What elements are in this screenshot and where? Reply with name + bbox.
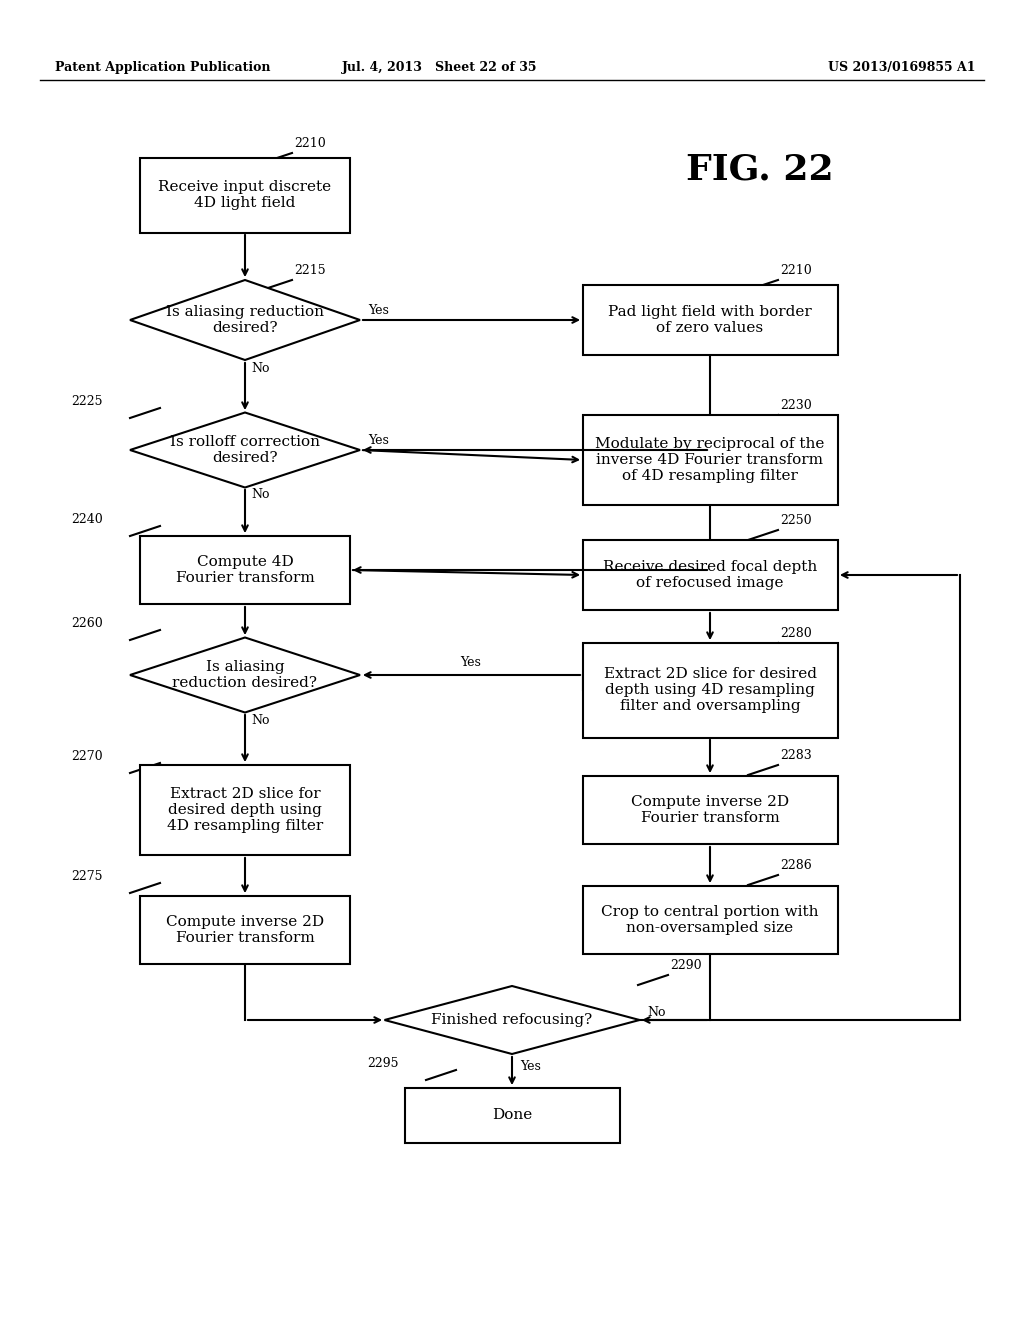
Text: 2290: 2290 [670, 960, 701, 972]
Text: 2280: 2280 [780, 627, 812, 640]
Text: No: No [647, 1006, 666, 1019]
FancyBboxPatch shape [583, 776, 838, 843]
Text: Receive desired focal depth
of refocused image: Receive desired focal depth of refocused… [603, 560, 817, 590]
Text: Crop to central portion with
non-oversampled size: Crop to central portion with non-oversam… [601, 906, 819, 935]
Text: Patent Application Publication: Patent Application Publication [55, 62, 270, 74]
Text: 2283: 2283 [780, 748, 812, 762]
Text: 2215: 2215 [294, 264, 326, 277]
Text: 2240: 2240 [72, 513, 103, 525]
Text: Is aliasing
reduction desired?: Is aliasing reduction desired? [172, 660, 317, 690]
Text: Pad light field with border
of zero values: Pad light field with border of zero valu… [608, 305, 812, 335]
FancyBboxPatch shape [583, 886, 838, 954]
Text: US 2013/0169855 A1: US 2013/0169855 A1 [827, 62, 975, 74]
FancyBboxPatch shape [583, 285, 838, 355]
Polygon shape [384, 986, 640, 1053]
Text: Yes: Yes [368, 433, 389, 446]
Text: 2286: 2286 [780, 859, 812, 873]
Text: Yes: Yes [520, 1060, 541, 1072]
Text: No: No [251, 488, 269, 502]
Text: Jul. 4, 2013   Sheet 22 of 35: Jul. 4, 2013 Sheet 22 of 35 [342, 62, 538, 74]
Text: Modulate by reciprocal of the
inverse 4D Fourier transform
of 4D resampling filt: Modulate by reciprocal of the inverse 4D… [595, 437, 824, 483]
FancyBboxPatch shape [583, 540, 838, 610]
FancyBboxPatch shape [583, 414, 838, 506]
Text: FIG. 22: FIG. 22 [686, 153, 834, 187]
Text: 2275: 2275 [72, 870, 103, 883]
Text: 2270: 2270 [72, 750, 103, 763]
FancyBboxPatch shape [404, 1088, 620, 1143]
Text: 2210: 2210 [780, 264, 812, 277]
Text: Extract 2D slice for
desired depth using
4D resampling filter: Extract 2D slice for desired depth using… [167, 787, 324, 833]
FancyBboxPatch shape [140, 766, 350, 855]
Text: Compute inverse 2D
Fourier transform: Compute inverse 2D Fourier transform [631, 795, 790, 825]
Text: No: No [251, 714, 269, 726]
Text: Finished refocusing?: Finished refocusing? [431, 1012, 593, 1027]
Text: Extract 2D slice for desired
depth using 4D resampling
filter and oversampling: Extract 2D slice for desired depth using… [603, 667, 816, 713]
Text: Done: Done [492, 1107, 532, 1122]
Text: Receive input discrete
4D light field: Receive input discrete 4D light field [159, 180, 332, 210]
Text: 2230: 2230 [780, 399, 812, 412]
Text: 2295: 2295 [368, 1057, 399, 1071]
FancyBboxPatch shape [583, 643, 838, 738]
FancyBboxPatch shape [140, 896, 350, 964]
Text: Is aliasing reduction
desired?: Is aliasing reduction desired? [166, 305, 324, 335]
Text: Compute 4D
Fourier transform: Compute 4D Fourier transform [176, 554, 314, 585]
Text: Is rolloff correction
desired?: Is rolloff correction desired? [170, 434, 319, 465]
Text: 2225: 2225 [72, 395, 103, 408]
Text: Yes: Yes [368, 304, 389, 317]
Text: Compute inverse 2D
Fourier transform: Compute inverse 2D Fourier transform [166, 915, 324, 945]
Text: Yes: Yes [461, 656, 481, 669]
Polygon shape [130, 412, 360, 487]
Text: No: No [251, 362, 269, 375]
FancyBboxPatch shape [140, 157, 350, 232]
Text: 2260: 2260 [72, 616, 103, 630]
FancyBboxPatch shape [140, 536, 350, 605]
Polygon shape [130, 638, 360, 713]
Text: 2210: 2210 [294, 137, 326, 150]
Polygon shape [130, 280, 360, 360]
Text: 2250: 2250 [780, 513, 812, 527]
